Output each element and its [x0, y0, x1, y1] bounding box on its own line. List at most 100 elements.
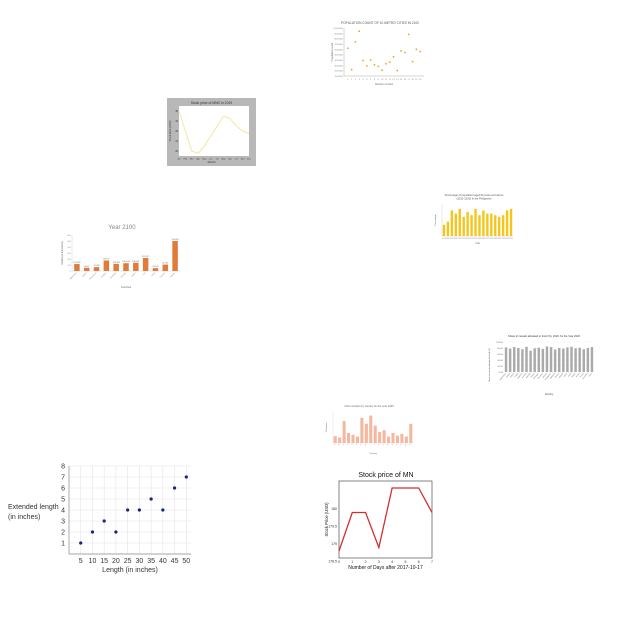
bar	[404, 436, 408, 443]
data-point	[184, 475, 188, 479]
x-tick-label: 20	[112, 558, 120, 565]
y-axis-label: Stock Price (USD)	[324, 502, 329, 537]
bar	[498, 216, 501, 236]
data-label: 148.187	[132, 261, 140, 263]
x-axis-label: Countries	[121, 286, 132, 289]
x-tick-label: 30	[135, 558, 143, 565]
x-tick-label: O	[396, 443, 399, 446]
x-tick-label: 2045	[466, 238, 470, 240]
x-tick-label: Algeria	[81, 272, 87, 278]
data-label: 115.69	[162, 263, 169, 265]
y-tick-label: 600	[67, 235, 71, 237]
bar	[482, 210, 485, 236]
series-line	[338, 487, 433, 552]
data-point	[79, 541, 83, 545]
x-tick-label: 1	[351, 560, 353, 564]
data-point	[161, 508, 165, 512]
bar	[373, 425, 377, 443]
x-tick-label: Dec	[247, 159, 252, 161]
x-tick-label: E	[352, 443, 355, 446]
bar	[442, 224, 446, 236]
x-tick-label: Feb	[183, 159, 188, 161]
x-tick-label: 2055	[474, 238, 478, 240]
data-point	[149, 497, 153, 501]
bar	[508, 348, 512, 372]
year2100-bar-chart: Year 2100 600 500 400 300 200 100 0 125.356 Afgha…	[61, 225, 180, 289]
x-tick-label: G	[360, 443, 363, 446]
chart-title: Percentage of population aged 60 years a…	[445, 193, 504, 197]
food-share-bar-panel: Share of cereals allocated to food (%), …	[486, 332, 598, 398]
age-bar-chart: Percentage of population aged 60 years a…	[434, 193, 513, 245]
x-tick-label: Bangladesh	[89, 272, 97, 280]
data-point	[126, 508, 130, 512]
data-point	[362, 59, 364, 62]
y-tick-label: 80.00	[498, 348, 504, 350]
y-tick-label: 10000000	[333, 28, 344, 30]
bar	[458, 208, 461, 236]
x-tick-label: D	[347, 443, 350, 446]
y-tick-label: 5	[61, 497, 65, 504]
x-tick-label: N	[391, 443, 394, 446]
x-tick-label: Albania	[505, 372, 511, 378]
data-label: 541.661	[171, 239, 179, 241]
data-label: 70.485	[93, 265, 100, 267]
x-tick-label: 17	[408, 79, 411, 81]
bar	[478, 215, 481, 236]
bar	[462, 216, 465, 236]
chart-title: CO2 emission by country for the year 202…	[344, 404, 394, 408]
bar	[103, 260, 110, 271]
x-tick-label: Bahamas	[538, 373, 544, 380]
x-tick-label: 10	[381, 79, 384, 81]
x-tick-label: 6	[418, 560, 420, 564]
x-tick-label: F	[356, 444, 358, 446]
chart-title: Share of cereals allocated to food (%), …	[508, 334, 580, 338]
y-tick-label: 8000000	[334, 39, 343, 41]
bar	[490, 213, 493, 236]
bar	[586, 348, 590, 372]
x-tick-label: M	[387, 443, 390, 446]
y-tick-label: 100.00	[496, 342, 503, 344]
y-tick-label: 2	[61, 530, 65, 537]
x-tick-label: Jul	[216, 159, 219, 161]
plot-frame	[338, 480, 433, 559]
x-tick-label: Aug	[222, 158, 227, 161]
data-label: 235.527	[142, 256, 150, 258]
data-point	[407, 33, 410, 36]
x-tick-label: Cambodia	[110, 272, 117, 279]
x-tick-label: Azerbaijan	[532, 372, 539, 380]
x-tick-label: 11	[385, 79, 388, 81]
y-tick-label: 200	[67, 259, 71, 261]
data-point	[90, 530, 95, 534]
bar	[509, 208, 513, 236]
x-tick-label: R	[409, 443, 412, 446]
bar	[162, 264, 169, 271]
x-tick-label: 5	[79, 558, 83, 565]
bar	[360, 417, 364, 443]
bar	[545, 346, 549, 372]
y-tick-label: 179	[331, 542, 337, 546]
bar	[382, 430, 386, 443]
x-tick-label: 5	[404, 560, 406, 564]
x-tick-label: Jun	[209, 159, 213, 161]
x-tick-label: Pakistan	[159, 272, 166, 279]
x-tick-label: 20	[419, 79, 422, 81]
data-point	[172, 486, 177, 490]
x-tick-label: 2020	[446, 238, 450, 240]
y-tick-label: 400	[67, 247, 71, 249]
bar	[400, 433, 404, 443]
bar	[494, 215, 497, 236]
x-tick-label: 13	[392, 79, 395, 81]
y-tick-label: 0	[70, 271, 72, 273]
x-tick-label: 5	[362, 79, 364, 81]
x-tick-label: 18	[411, 79, 414, 81]
y-tick-label: 7000000	[334, 44, 343, 46]
bar	[93, 267, 100, 271]
bar	[172, 241, 178, 271]
mno-line-panel: Stock price of MNO in 2019 36 32 28 24 20 Jan F…	[167, 98, 256, 166]
y-tick-label: 8	[61, 464, 65, 471]
x-tick-label: 9	[378, 79, 380, 81]
x-axis-label: Number of Days after 2017-10-17	[348, 565, 423, 571]
x-tick-label: 2085	[497, 238, 501, 240]
data-point	[365, 64, 368, 67]
x-axis-label: Year	[475, 242, 480, 245]
